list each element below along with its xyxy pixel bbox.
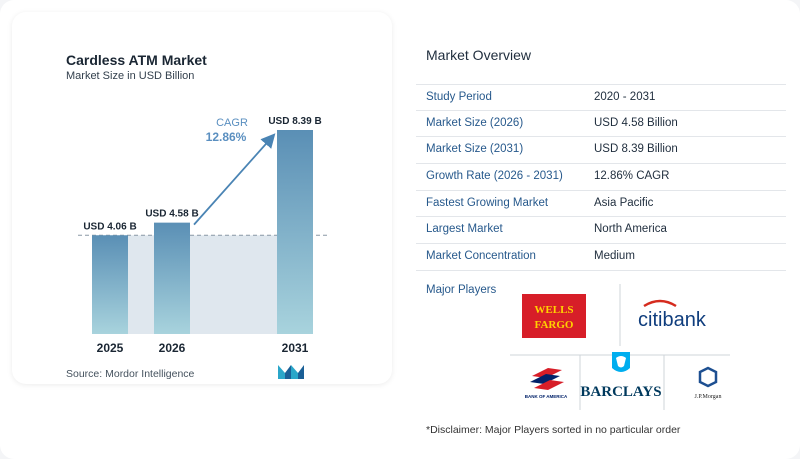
bar-value-label: USD 4.58 B	[145, 209, 198, 220]
overview-row-market-size-2031: Market Size (2031) USD 8.39 Billion	[416, 137, 786, 165]
overview-label: Study Period	[426, 91, 492, 103]
bar-2025	[92, 235, 128, 334]
bar-2026	[154, 222, 190, 334]
overview-label: Market Concentration	[426, 250, 536, 263]
jpmorgan-text: J.P.Morgan	[695, 394, 722, 400]
bar-chart: USD 4.06 B 2025 USD 4.58 B 2026 USD 8.39 B 20…	[78, 116, 328, 355]
overview-label: Growth Rate (2026 - 2031)	[426, 170, 563, 183]
citibank-logo: citibank	[638, 299, 707, 331]
citibank-text: citibank	[638, 309, 707, 331]
overview-value: 2020 - 2031	[594, 91, 656, 103]
overview-value: Asia Pacific	[594, 196, 654, 209]
overview-value: 12.86% CAGR	[594, 170, 670, 183]
wells-fargo-logo: WELLS FARGO	[522, 294, 586, 338]
overview-value: Medium	[594, 250, 635, 263]
overview-row-market-size-2026: Market Size (2026) USD 4.58 Billion	[416, 111, 786, 138]
overview-label: Fastest Growing Market	[426, 196, 549, 209]
overview-row-concentration: Market Concentration Medium	[416, 244, 786, 271]
chart-title: Cardless ATM Market	[66, 52, 207, 68]
bank-of-america-text: BANK OF AMERICA	[525, 394, 568, 399]
category-label: 2025	[97, 341, 124, 355]
category-label: 2031	[282, 341, 309, 355]
cagr-label: CAGR	[216, 117, 248, 129]
disclaimer: *Disclaimer: Major Players sorted in no …	[426, 424, 681, 436]
overview-row-largest-market: Largest Market North America	[416, 217, 786, 245]
barclays-logo: BARCLAYS	[580, 352, 662, 400]
chart-subtitle: Market Size in USD Billion	[66, 70, 195, 82]
overview-row-fastest-growing: Fastest Growing Market Asia Pacific	[416, 191, 786, 218]
overview-value: USD 4.58 Billion	[594, 116, 678, 129]
jpmorgan-logo: J.P.Morgan	[695, 366, 722, 400]
bar-value-label: USD 8.39 B	[268, 116, 321, 127]
overview-label: Largest Market	[426, 223, 503, 236]
overview-row-study-period: Study Period 2020 - 2031	[416, 84, 786, 111]
overview-value: USD 8.39 Billion	[594, 143, 678, 156]
barclays-text: BARCLAYS	[580, 384, 661, 400]
overview-table: Study Period 2020 - 2031 Market Size (20…	[416, 84, 786, 271]
overview-label: Market Size (2026)	[426, 116, 524, 129]
bar-value-label: USD 4.06 B	[83, 221, 136, 232]
cagr-value: 12.86%	[206, 130, 247, 144]
source-note: Source: Mordor Intelligence	[66, 368, 195, 380]
mordor-intelligence-logo-icon	[278, 365, 304, 379]
wells-fargo-text-1: WELLS	[534, 304, 573, 316]
overview-value: North America	[594, 223, 667, 236]
bar-2031	[277, 130, 313, 334]
overview-row-growth-rate: Growth Rate (2026 - 2031) 12.86% CAGR	[416, 164, 786, 191]
overview-title: Market Overview	[426, 47, 532, 63]
cagr-arrow	[193, 133, 276, 226]
major-players-grid: WELLS FARGO citibank BANK OF AMERICA BAR…	[510, 284, 730, 410]
category-label: 2026	[159, 341, 186, 355]
bank-of-america-logo: BANK OF AMERICA	[525, 368, 568, 399]
major-players-label: Major Players	[426, 284, 497, 296]
wells-fargo-text-2: FARGO	[535, 319, 574, 331]
overview-label: Market Size (2031)	[426, 143, 524, 156]
reference-band	[92, 235, 313, 334]
